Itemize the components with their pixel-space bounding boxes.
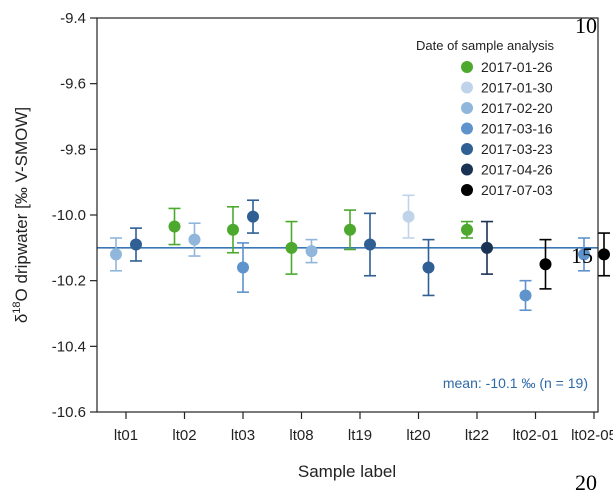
data-point: [237, 242, 249, 293]
x-tick-label: lt02: [172, 427, 196, 444]
data-point: [422, 238, 435, 297]
y-tick-label: -10.4: [52, 338, 86, 355]
data-point: [481, 220, 493, 275]
x-tick-label: lt20: [406, 427, 430, 444]
point-marker: [519, 289, 532, 302]
data-points: [110, 194, 610, 312]
legend-item: 2017-01-26: [461, 59, 553, 75]
legend-label: 2017-04-26: [481, 162, 553, 178]
point-marker: [285, 241, 298, 254]
data-point: [285, 220, 298, 275]
data-point: [519, 279, 532, 312]
y-tick-label: -10.2: [52, 273, 86, 290]
plot-frame: [96, 17, 599, 413]
legend-item: 2017-01-30: [461, 80, 553, 96]
mean-label: mean: -10.1 ‰ (n = 19): [443, 375, 588, 391]
x-axis-title: Sample label: [298, 462, 396, 481]
point-marker: [168, 220, 181, 233]
stray-mark-middle: 15: [571, 243, 593, 268]
data-point: [227, 205, 239, 254]
data-point: [247, 199, 259, 234]
legend-item: 2017-02-20: [461, 100, 553, 116]
legend-title: Date of sample analysis: [416, 38, 555, 53]
y-tick-label: -9.6: [60, 76, 86, 93]
legend-marker: [461, 163, 473, 176]
y-axis-title: δ18O dripwater [‰ V-SMOW]: [11, 107, 31, 323]
legend-item: 2017-03-16: [461, 121, 553, 137]
data-point: [110, 237, 122, 272]
y-tick-label: -9.4: [60, 10, 86, 27]
legend-label: 2017-01-26: [481, 59, 553, 75]
point-marker: [402, 210, 415, 223]
data-point: [578, 237, 590, 272]
y-tick-label: -9.8: [60, 141, 86, 158]
point-marker: [247, 210, 259, 223]
x-tick-label: lt01: [114, 427, 138, 444]
point-marker: [461, 223, 473, 236]
legend-marker: [461, 61, 473, 73]
y-axis-title-superscript: 18: [11, 301, 23, 313]
point-marker: [227, 223, 239, 236]
legend-item: 2017-04-26: [461, 162, 553, 178]
data-point: [461, 220, 473, 239]
legend-marker: [461, 184, 473, 196]
legend-label: 2017-03-16: [481, 121, 553, 137]
point-marker: [364, 238, 376, 251]
data-point: [402, 194, 415, 239]
data-point: [305, 238, 318, 264]
y-tick-label: -10.0: [52, 207, 86, 224]
data-point: [168, 207, 181, 246]
legend-marker: [461, 102, 473, 114]
legend-item: 2017-03-23: [461, 141, 553, 157]
legend-marker: [461, 81, 473, 94]
y-axis-ticks: -10.6 -10.4 -10.2 -10.0 -9.8 -9.6 -9.4: [52, 10, 97, 421]
y-axis-title-rest: O dripwater [‰ V-SMOW]: [12, 107, 31, 302]
point-marker: [481, 241, 493, 254]
point-marker: [422, 261, 435, 274]
legend-marker: [461, 122, 473, 135]
x-tick-label: lt03: [231, 427, 255, 444]
point-marker: [237, 261, 249, 274]
legend-label: 2017-01-30: [481, 80, 553, 96]
x-tick-label: lt19: [348, 427, 372, 444]
data-point: [344, 209, 356, 251]
data-point: [598, 232, 610, 277]
legend-label: 2017-03-23: [481, 141, 553, 157]
point-marker: [130, 238, 142, 251]
stray-mark-top: 10: [575, 13, 597, 38]
data-point: [130, 227, 142, 262]
stray-mark-bottom: 20: [575, 470, 597, 495]
legend: Date of sample analysis 2017-01-26 2017-0…: [416, 38, 555, 198]
data-point: [188, 222, 201, 257]
point-marker: [305, 245, 318, 258]
y-axis-title-prefix: δ: [12, 314, 31, 323]
point-marker: [598, 248, 610, 261]
legend-marker: [461, 143, 473, 155]
legend-label: 2017-07-03: [481, 182, 553, 198]
x-tick-label: lt08: [289, 427, 313, 444]
x-tick-label: lt22: [465, 427, 489, 444]
x-axis-ticks: lt01 lt02 lt03 lt08 lt19 lt20 lt22 lt02-01 lt02-…: [114, 412, 613, 444]
legend-label: 2017-02-20: [481, 100, 553, 116]
x-tick-label: lt02-01: [513, 427, 559, 444]
point-marker: [188, 233, 201, 246]
point-marker: [344, 223, 356, 236]
point-marker: [539, 258, 552, 271]
data-point: [539, 238, 552, 290]
legend-item: 2017-07-03: [461, 182, 553, 198]
x-tick-label: lt02-05: [571, 427, 613, 444]
point-marker: [578, 248, 590, 261]
y-tick-label: -10.6: [52, 404, 86, 421]
data-point: [364, 212, 376, 277]
point-marker: [110, 248, 122, 261]
